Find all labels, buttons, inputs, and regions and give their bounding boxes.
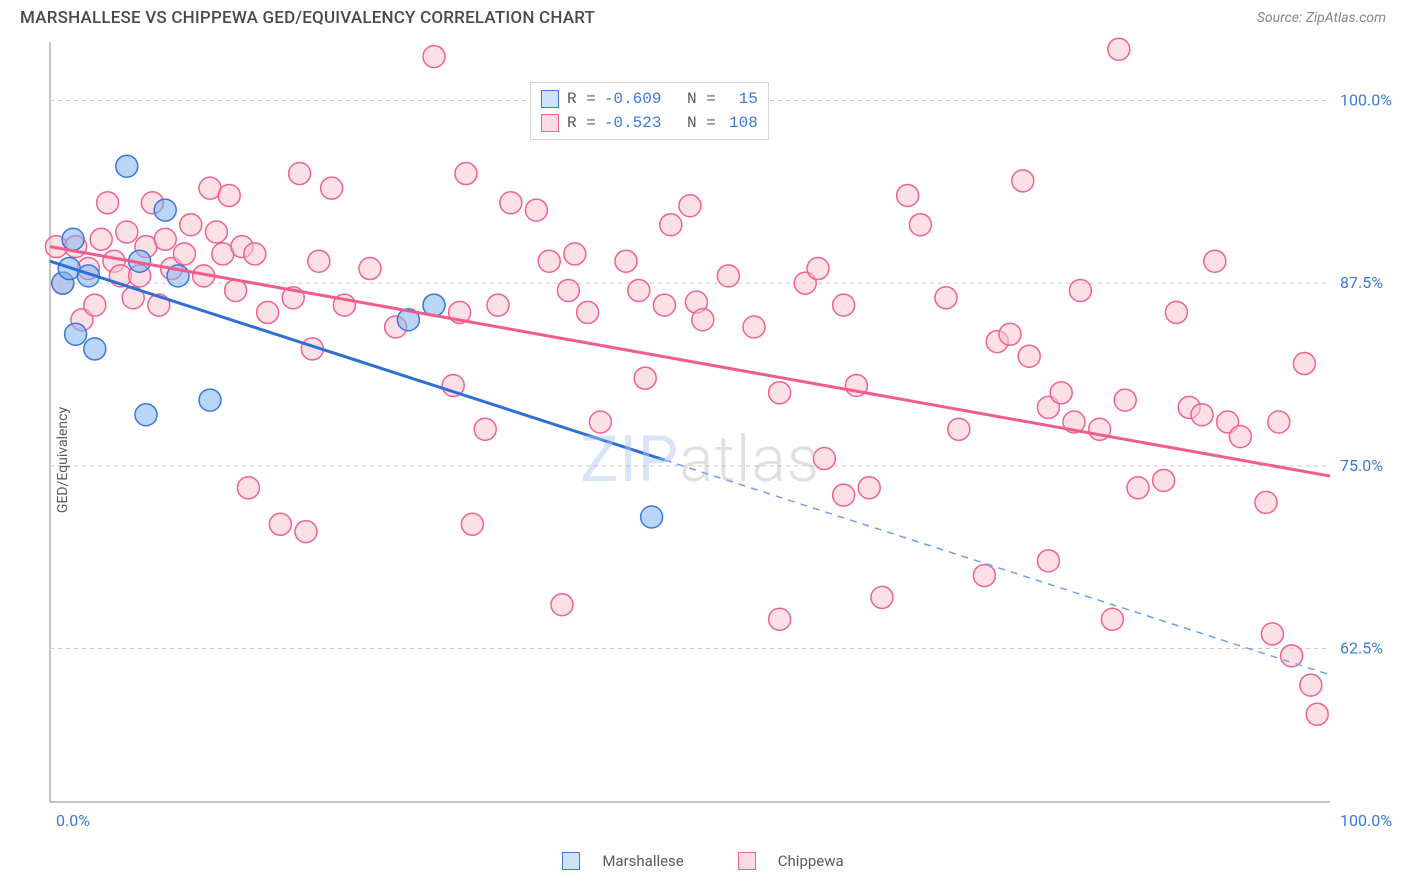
- n-label: N =: [687, 87, 716, 111]
- r-label: R =: [567, 111, 596, 135]
- y-axis-label: GED/Equivalency: [55, 407, 71, 513]
- series-swatch-blue: [562, 852, 580, 870]
- r-value-blue: -0.609: [604, 87, 662, 111]
- chart-area: GED/Equivalency 62.5% 75.0% 87.5% 100.0% 0.0…: [0, 32, 1406, 888]
- stats-row-pink: R = -0.523 N = 108: [541, 111, 758, 135]
- series-label-blue: Marshallese: [602, 852, 683, 870]
- n-value-blue: 15: [724, 87, 758, 111]
- chart-source: Source: ZipAtlas.com: [1257, 10, 1386, 26]
- n-value-pink: 108: [724, 111, 758, 135]
- svg-text:87.5%: 87.5%: [1340, 273, 1383, 292]
- svg-text:75.0%: 75.0%: [1340, 456, 1383, 475]
- chart-title: MARSHALLESE VS CHIPPEWA GED/EQUIVALENCY …: [20, 8, 595, 28]
- scatter-chart: 62.5% 75.0% 87.5% 100.0% 0.0% 100.0%: [0, 32, 1406, 832]
- r-label: R =: [567, 87, 596, 111]
- svg-text:100.0%: 100.0%: [1340, 90, 1392, 109]
- svg-text:100.0%: 100.0%: [1340, 811, 1392, 830]
- series-label-pink: Chippewa: [778, 852, 844, 870]
- n-label: N =: [687, 111, 716, 135]
- svg-text:62.5%: 62.5%: [1340, 639, 1383, 658]
- svg-text:0.0%: 0.0%: [56, 811, 90, 830]
- series-legend: Marshallese Chippewa: [0, 852, 1406, 870]
- series-swatch-pink: [738, 852, 756, 870]
- stats-row-blue: R = -0.609 N = 15: [541, 87, 758, 111]
- chart-header: MARSHALLESE VS CHIPPEWA GED/EQUIVALENCY …: [0, 0, 1406, 32]
- stats-legend: R = -0.609 N = 15 R = -0.523 N = 108: [530, 82, 769, 140]
- r-value-pink: -0.523: [604, 111, 662, 135]
- legend-swatch-pink: [541, 114, 559, 132]
- legend-swatch-blue: [541, 90, 559, 108]
